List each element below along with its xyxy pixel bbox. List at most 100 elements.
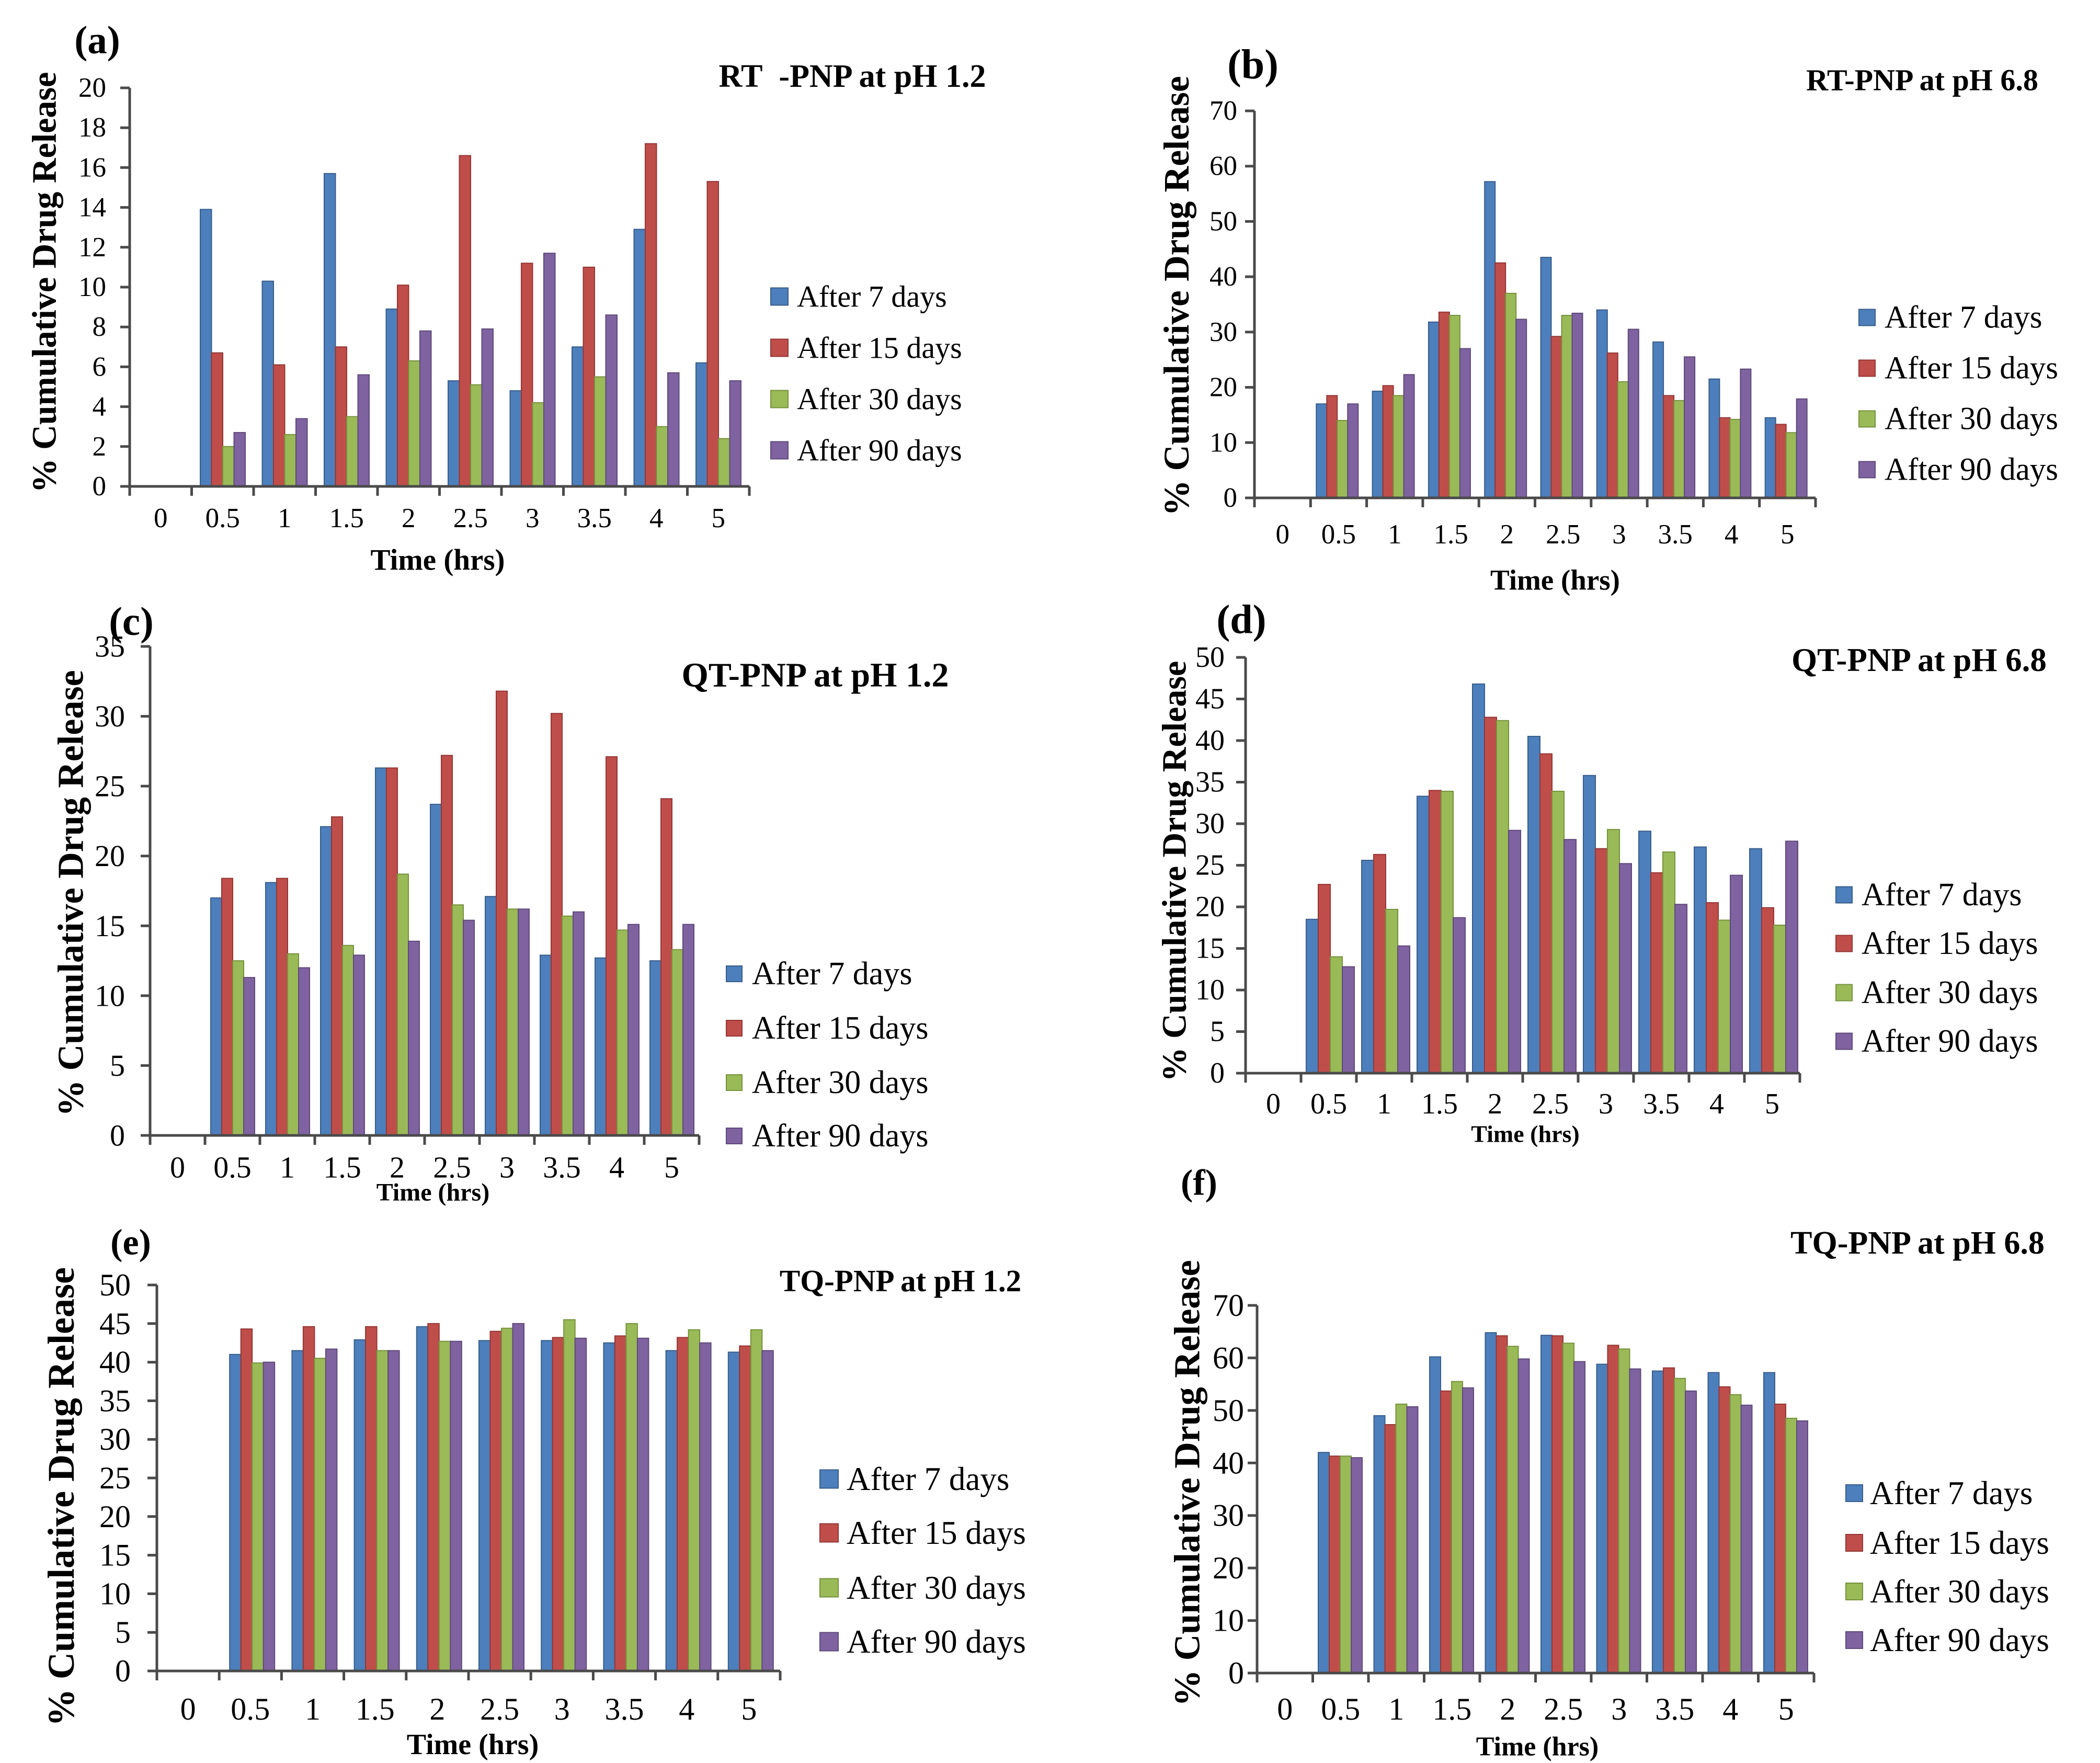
svg-text:Time (hrs): Time (hrs) (370, 544, 505, 577)
svg-text:5: 5 (1210, 1016, 1225, 1048)
svg-text:40: 40 (1195, 724, 1225, 757)
svg-text:0: 0 (93, 471, 107, 502)
svg-text:3: 3 (554, 1692, 570, 1726)
svg-text:2: 2 (1488, 1088, 1502, 1120)
svg-text:0: 0 (1210, 1057, 1225, 1089)
svg-text:Time (hrs): Time (hrs) (376, 1179, 489, 1207)
svg-text:After 15 days: After 15 days (1862, 926, 2038, 961)
svg-text:2: 2 (1500, 1692, 1515, 1726)
svg-text:Time (hrs): Time (hrs) (1476, 1732, 1599, 1762)
svg-text:After 7 days: After 7 days (1870, 1475, 2033, 1511)
svg-text:1.5: 1.5 (1432, 1692, 1471, 1726)
svg-text:% Cumulative Drug Release: % Cumulative Drug Release (1157, 76, 1196, 516)
svg-text:5: 5 (110, 1049, 125, 1083)
svg-text:50: 50 (1209, 206, 1237, 236)
svg-text:0: 0 (115, 1654, 131, 1688)
svg-text:1.5: 1.5 (356, 1692, 395, 1726)
svg-text:(d): (d) (1216, 597, 1266, 642)
svg-text:30: 30 (95, 699, 125, 733)
svg-text:20: 20 (99, 1499, 131, 1534)
svg-text:1.5: 1.5 (323, 1151, 361, 1185)
svg-text:RT -PNP at pH 1.2: RT -PNP at pH 1.2 (718, 59, 986, 94)
svg-text:After 15 days: After 15 days (1870, 1525, 2049, 1561)
svg-text:After 90 days: After 90 days (847, 1623, 1026, 1660)
svg-text:Time (hrs): Time (hrs) (1490, 564, 1620, 596)
svg-text:1: 1 (1388, 1692, 1404, 1726)
svg-text:12: 12 (78, 232, 106, 263)
svg-text:3.5: 3.5 (605, 1692, 644, 1726)
svg-text:6: 6 (93, 351, 107, 382)
svg-text:50: 50 (1213, 1393, 1244, 1428)
svg-text:0: 0 (154, 503, 168, 533)
svg-text:15: 15 (95, 909, 125, 943)
svg-text:After 90 days: After 90 days (1870, 1622, 2049, 1658)
svg-text:45: 45 (99, 1306, 131, 1341)
svg-text:10: 10 (78, 272, 106, 302)
svg-text:1: 1 (1377, 1088, 1391, 1120)
svg-text:TQ-PNP at pH 6.8: TQ-PNP at pH 6.8 (1790, 1225, 2045, 1261)
svg-text:0: 0 (1275, 519, 1289, 550)
svg-text:60: 60 (1209, 151, 1237, 181)
svg-text:35: 35 (95, 630, 125, 664)
svg-text:4: 4 (1722, 1692, 1738, 1726)
svg-text:1.5: 1.5 (1421, 1088, 1458, 1120)
svg-text:16: 16 (78, 152, 106, 183)
svg-text:8: 8 (93, 312, 107, 342)
svg-text:1: 1 (305, 1692, 321, 1726)
svg-text:5: 5 (115, 1615, 131, 1650)
svg-text:0: 0 (110, 1119, 125, 1153)
svg-text:35: 35 (1195, 766, 1225, 799)
svg-text:5: 5 (1765, 1088, 1779, 1120)
svg-text:% Cumulative Drug Release: % Cumulative Drug Release (40, 1267, 82, 1726)
svg-text:40: 40 (1213, 1446, 1244, 1480)
svg-text:0.5: 0.5 (231, 1692, 270, 1726)
svg-text:5: 5 (712, 503, 726, 533)
svg-text:After 7 days: After 7 days (752, 956, 912, 992)
svg-text:3: 3 (499, 1151, 515, 1185)
svg-text:After 15 days: After 15 days (847, 1515, 1026, 1551)
svg-text:2.5: 2.5 (1546, 519, 1580, 550)
svg-text:30: 30 (99, 1422, 131, 1457)
svg-text:70: 70 (1209, 96, 1237, 126)
svg-text:20: 20 (1213, 1551, 1244, 1585)
svg-text:10: 10 (95, 979, 125, 1013)
svg-text:20: 20 (78, 73, 106, 103)
svg-text:3: 3 (526, 503, 540, 533)
svg-text:3.5: 3.5 (1655, 1692, 1694, 1726)
svg-text:0: 0 (1224, 483, 1238, 513)
svg-text:After 90 days: After 90 days (797, 434, 962, 468)
svg-text:After 30 days: After 30 days (1862, 975, 2038, 1010)
svg-text:0.5: 0.5 (1310, 1088, 1347, 1120)
svg-text:1.5: 1.5 (329, 503, 364, 533)
svg-text:10: 10 (99, 1576, 131, 1611)
svg-text:After 30 days: After 30 days (1870, 1573, 2049, 1610)
svg-text:15: 15 (99, 1538, 131, 1573)
svg-text:(a): (a) (74, 19, 120, 62)
svg-text:After 30 days: After 30 days (752, 1065, 928, 1100)
svg-text:4: 4 (93, 392, 107, 422)
svg-text:5: 5 (1781, 519, 1795, 550)
svg-text:3.5: 3.5 (577, 503, 612, 533)
svg-text:% Cumulative Drug Release: % Cumulative Drug Release (1156, 661, 1194, 1082)
svg-text:10: 10 (1195, 974, 1225, 1006)
svg-text:2.5: 2.5 (1544, 1692, 1583, 1726)
svg-text:After 7 days: After 7 days (1862, 877, 2022, 913)
svg-text:2: 2 (1500, 519, 1514, 550)
svg-text:20: 20 (95, 839, 125, 873)
svg-text:4: 4 (649, 503, 664, 533)
svg-text:After 30 days: After 30 days (797, 382, 962, 416)
svg-text:45: 45 (1195, 683, 1225, 715)
svg-text:0.5: 0.5 (206, 503, 240, 533)
svg-text:60: 60 (1213, 1340, 1244, 1375)
svg-text:5: 5 (741, 1692, 757, 1726)
svg-text:50: 50 (1195, 641, 1225, 674)
svg-text:3: 3 (1599, 1088, 1613, 1120)
svg-text:4: 4 (679, 1692, 694, 1726)
svg-text:70: 70 (1213, 1288, 1244, 1323)
svg-text:2.5: 2.5 (433, 1151, 471, 1185)
svg-text:After 15 days: After 15 days (797, 331, 962, 365)
svg-text:% Cumulative Drug Release: % Cumulative Drug Release (1168, 1260, 1208, 1707)
svg-text:RT-PNP at pH 6.8: RT-PNP at pH 6.8 (1806, 63, 2038, 97)
svg-text:After 7 days: After 7 days (797, 280, 947, 314)
svg-text:(f): (f) (1181, 1163, 1217, 1203)
